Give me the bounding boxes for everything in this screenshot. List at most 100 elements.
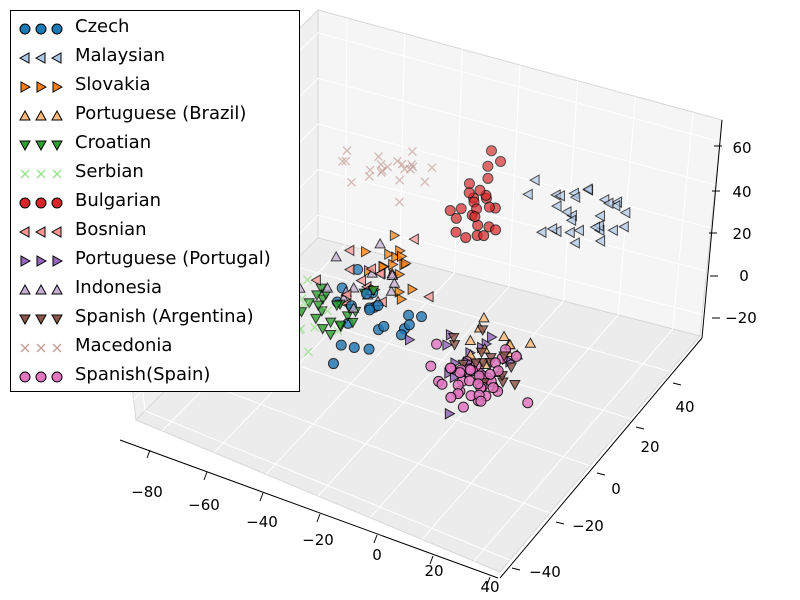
point-spanish-spain xyxy=(484,368,496,380)
point-malaysian xyxy=(569,237,580,249)
point-bulgarian xyxy=(483,201,495,213)
point-spanish-argentina xyxy=(505,362,518,374)
data-points xyxy=(242,145,631,420)
legend-marker-glyph xyxy=(19,371,31,383)
legend-marker-glyph xyxy=(19,283,31,295)
point-spanish-spain xyxy=(431,338,443,350)
point-portuguese-portugal xyxy=(449,371,461,384)
legend-label: Bulgarian xyxy=(75,190,162,211)
point-serbian xyxy=(323,306,332,316)
point-croatian xyxy=(312,300,325,312)
legend-marker-glyph xyxy=(35,371,47,383)
legend-entry-czech: Czech xyxy=(11,13,301,41)
legend-marker-glyph xyxy=(18,226,30,238)
gridline-x xyxy=(369,80,579,519)
point-bulgarian xyxy=(474,184,486,196)
point-malaysian xyxy=(594,210,605,222)
legend-marker-macedonia xyxy=(20,343,62,353)
point-bosnian xyxy=(343,244,355,257)
legend-entry-spanish-spain: Spanish(Spain) xyxy=(11,361,301,389)
point-spanish-spain xyxy=(522,397,534,409)
legend-entry-portuguese-portugal: Portuguese (Portugal) xyxy=(11,245,301,273)
y-tick-mark xyxy=(672,382,682,386)
point-malaysian xyxy=(522,188,533,201)
legend-marker-glyph xyxy=(36,169,46,179)
x-tick-label: −80 xyxy=(131,483,163,501)
legend-marker-glyph xyxy=(36,255,48,267)
y-axis-line xyxy=(499,337,703,579)
legend-entry-croatian: Croatian xyxy=(11,129,301,157)
point-malaysian xyxy=(602,197,614,210)
legend-marker-glyph xyxy=(20,81,32,93)
point-spanish-spain xyxy=(510,350,522,362)
legend-entry-bulgarian: Bulgarian xyxy=(11,187,301,215)
point-macedonia xyxy=(395,175,405,185)
x-tick-label: 20 xyxy=(424,562,443,580)
legend-marker-glyph xyxy=(34,226,46,238)
point-indonesia xyxy=(374,237,386,249)
legend-entry-portuguese-brazil: Portuguese (Brazil) xyxy=(11,100,301,128)
point-slovakia xyxy=(388,258,399,271)
point-malaysian xyxy=(569,191,581,204)
legend-label: Bosnian xyxy=(75,219,147,240)
point-croatian xyxy=(310,313,322,325)
y-tick-mark xyxy=(511,567,521,571)
legend-marker-glyph xyxy=(51,197,63,209)
legend-marker-malaysian xyxy=(18,52,62,64)
legend-marker-glyph xyxy=(51,109,63,121)
point-bulgarian xyxy=(450,212,462,224)
legend-marker-glyph xyxy=(52,169,62,179)
point-malaysian xyxy=(619,206,631,219)
legend-entry-serbian: Serbian xyxy=(11,158,301,186)
legend-marker-glyph xyxy=(52,81,64,93)
point-malaysian xyxy=(594,235,606,247)
z-tick-label: −20 xyxy=(725,309,757,327)
legend-label: Czech xyxy=(75,16,130,37)
point-portuguese-brazil xyxy=(524,337,537,348)
legend-marker-spanish-argentina xyxy=(19,314,63,326)
point-malaysian xyxy=(565,214,577,227)
legend-label: Serbian xyxy=(75,161,144,182)
point-bulgarian xyxy=(482,172,494,184)
point-portuguese-brazil xyxy=(464,334,477,346)
x-tick-label: −40 xyxy=(246,513,278,531)
point-portuguese-portugal xyxy=(444,407,456,420)
point-slovakia xyxy=(361,245,372,258)
point-portuguese-portugal xyxy=(442,339,453,351)
point-bulgarian xyxy=(463,178,475,190)
point-slovakia xyxy=(396,293,408,306)
point-macedonia xyxy=(374,152,384,162)
legend-marker-glyph xyxy=(51,140,63,152)
point-malaysian xyxy=(607,224,618,237)
legend-marker-glyph xyxy=(36,81,48,93)
x-axis-line xyxy=(119,439,499,579)
point-spanish-argentina xyxy=(475,347,488,359)
y-tick-label: −20 xyxy=(572,517,604,535)
point-malaysian xyxy=(546,223,558,235)
point-slovakia xyxy=(389,229,401,242)
y-tick-mark xyxy=(555,521,565,525)
point-czech xyxy=(395,329,407,341)
legend-label: Spanish(Spain) xyxy=(75,364,211,385)
point-macedonia xyxy=(400,164,410,174)
legend-label: Spanish (Argentina) xyxy=(75,306,254,327)
point-bosnian xyxy=(365,263,377,275)
x-tick-mark xyxy=(429,555,434,565)
point-croatian xyxy=(330,300,343,312)
tick-labels: −80 −60 −40 −20 0 20 40 −40 −20 0 20 40 −20 0 20 40 60 xyxy=(131,139,757,596)
point-macedonia xyxy=(397,159,407,169)
point-spanish-spain xyxy=(472,378,484,390)
legend-marker-glyph xyxy=(18,52,30,64)
legend-marker-glyph xyxy=(35,23,47,35)
x-tick-label: 40 xyxy=(480,578,499,596)
point-portuguese-brazil xyxy=(498,330,510,342)
point-czech xyxy=(403,309,415,321)
legend-entry-spanish-argentina: Spanish (Argentina) xyxy=(11,303,301,331)
legend-marker-glyph xyxy=(52,343,62,353)
gridline-x xyxy=(317,64,521,497)
point-bulgarian xyxy=(478,230,490,242)
y-tick-label: 0 xyxy=(611,480,621,498)
y-tick-label: −40 xyxy=(529,563,561,581)
point-bulgarian xyxy=(463,187,475,199)
point-macedonia xyxy=(383,162,393,172)
